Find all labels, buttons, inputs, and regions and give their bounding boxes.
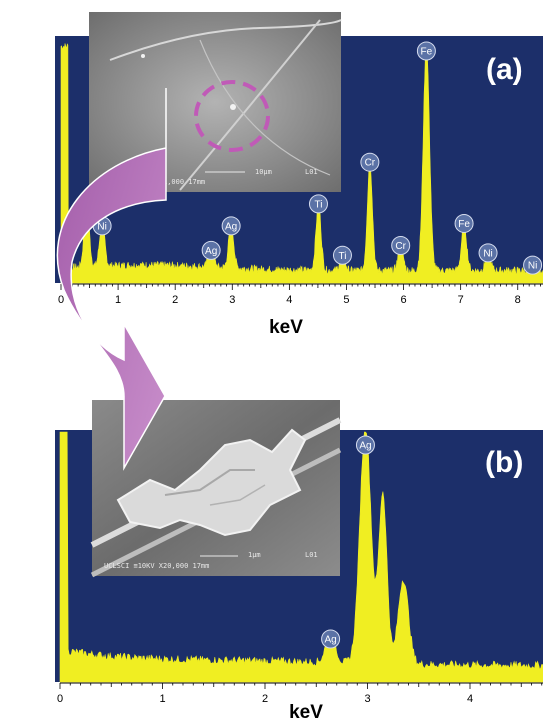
footer-text-b: UCLSCI ≡10KV X20,000 17mm bbox=[104, 562, 209, 570]
svg-text:Ag: Ag bbox=[225, 221, 237, 232]
selection-circle bbox=[194, 80, 270, 152]
svg-text:Ag: Ag bbox=[205, 246, 217, 257]
x-tick-label: 0 bbox=[58, 294, 64, 306]
svg-text:Ag: Ag bbox=[324, 635, 336, 646]
spectrum-series-a bbox=[60, 43, 543, 284]
x-tick-label: 3 bbox=[229, 294, 235, 306]
peak-label-cr: Cr bbox=[391, 236, 411, 255]
x-tick-label: 2 bbox=[172, 294, 178, 306]
x-axis-title-b: keV bbox=[289, 702, 323, 723]
svg-text:Ag: Ag bbox=[359, 441, 371, 452]
peak-label-cr: Cr bbox=[360, 152, 380, 172]
peak-labels-b: Ag Ag bbox=[321, 435, 375, 649]
peak-label-ti: Ti bbox=[308, 194, 328, 214]
x-tick-label: 0 bbox=[57, 693, 63, 705]
peak-label-ti: Ti bbox=[332, 245, 352, 265]
x-axis-b: 0 1 2 3 4 bbox=[57, 682, 543, 705]
peak-label-ni: Ni bbox=[478, 243, 498, 263]
svg-text:Cr: Cr bbox=[365, 158, 376, 169]
x-tick-label: 3 bbox=[364, 693, 370, 705]
x-tick-label: 8 bbox=[515, 294, 521, 306]
svg-text:Fe: Fe bbox=[458, 219, 470, 230]
peak-label-ag: Ag bbox=[355, 435, 375, 455]
x-tick-label: 4 bbox=[286, 294, 292, 306]
x-tick-label: 2 bbox=[262, 693, 268, 705]
x-tick-label: 1 bbox=[159, 693, 165, 705]
x-tick-label: 7 bbox=[458, 294, 464, 306]
peak-label-ag: Ag bbox=[221, 216, 241, 236]
spectrum-series-b bbox=[59, 431, 543, 683]
particle-a bbox=[230, 104, 236, 110]
nanowire-a bbox=[109, 19, 342, 61]
peak-label-ni: Ni bbox=[523, 255, 543, 275]
spectrum-area bbox=[60, 43, 543, 284]
scale-text-b: 1μm bbox=[248, 551, 261, 559]
zoom-arrow bbox=[56, 88, 167, 471]
scale-text-a: 10μm bbox=[255, 168, 272, 176]
peak-label-fe: Fe bbox=[454, 213, 474, 233]
peak-label-ag: Ag bbox=[201, 240, 221, 260]
panel-label-b: (b) bbox=[485, 446, 523, 479]
id-text-b: L01 bbox=[305, 551, 318, 559]
peak-label-ag: Ag bbox=[321, 629, 341, 649]
x-tick-label: 6 bbox=[400, 294, 406, 306]
svg-text:Ni: Ni bbox=[528, 261, 537, 272]
x-axis-title-a: keV bbox=[269, 317, 303, 338]
x-axis-a: 0 1 2 3 4 5 6 7 8 bbox=[58, 283, 543, 306]
svg-text:Ni: Ni bbox=[483, 248, 492, 259]
nanowire-b bbox=[179, 19, 321, 191]
id-text-a: L01 bbox=[305, 168, 318, 176]
particle-b bbox=[141, 54, 145, 58]
x-tick-label: 4 bbox=[467, 693, 473, 705]
spectrum-area bbox=[59, 431, 543, 683]
panel-label-a: (a) bbox=[486, 53, 523, 86]
nanowire-c bbox=[199, 39, 331, 176]
peak-label-fe: Fe bbox=[416, 41, 436, 61]
svg-text:Fe: Fe bbox=[421, 47, 433, 58]
x-tick-label: 5 bbox=[343, 294, 349, 306]
x-tick-label: 1 bbox=[115, 294, 121, 306]
svg-text:Ti: Ti bbox=[315, 199, 323, 210]
svg-text:Ni: Ni bbox=[97, 221, 106, 232]
svg-text:Ti: Ti bbox=[338, 251, 346, 262]
svg-text:Cr: Cr bbox=[395, 241, 406, 252]
